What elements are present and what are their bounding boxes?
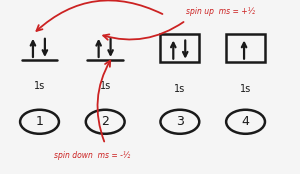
Text: 1s: 1s — [34, 81, 45, 90]
Text: 4: 4 — [242, 115, 250, 128]
Text: 3: 3 — [176, 115, 184, 128]
Text: spin down  ms = -½: spin down ms = -½ — [54, 151, 131, 160]
Bar — [160, 34, 199, 62]
Text: 2: 2 — [101, 115, 109, 128]
Text: 1s: 1s — [100, 81, 111, 90]
Bar — [226, 34, 265, 62]
Text: spin up  ms = +½: spin up ms = +½ — [186, 7, 255, 16]
Text: 1: 1 — [36, 115, 43, 128]
Text: 1s: 1s — [240, 84, 251, 94]
Text: 1s: 1s — [174, 84, 185, 94]
